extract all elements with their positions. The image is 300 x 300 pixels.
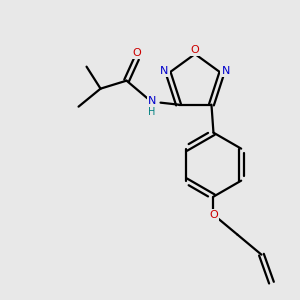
Text: O: O (190, 45, 200, 55)
Text: N: N (221, 66, 230, 76)
Text: H: H (148, 107, 155, 117)
Text: N: N (160, 66, 169, 76)
Text: O: O (209, 210, 218, 220)
Text: O: O (132, 48, 141, 58)
Text: N: N (148, 96, 157, 106)
